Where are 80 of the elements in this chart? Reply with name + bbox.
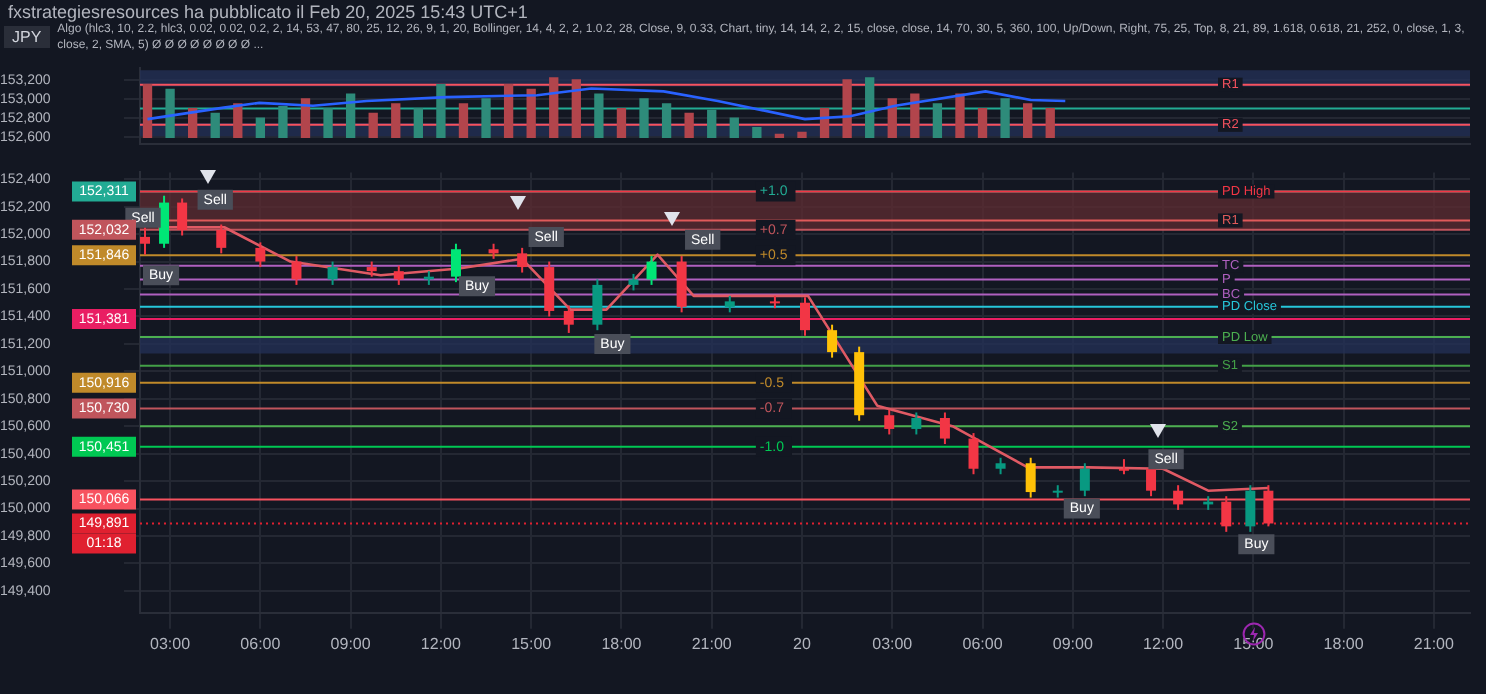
- candlestick: [884, 408, 895, 436]
- candlestick: [800, 296, 810, 337]
- x-tick-label: 09:00: [330, 634, 372, 653]
- bar: [1000, 98, 1010, 138]
- candlestick: [159, 194, 170, 249]
- bar: [300, 98, 311, 138]
- candlestick: [563, 304, 574, 334]
- bar: [865, 77, 875, 138]
- bar: [797, 131, 807, 138]
- x-tick-label: 06:00: [240, 634, 282, 653]
- bar: [481, 98, 491, 138]
- candlestick: [327, 260, 338, 286]
- bar: [684, 112, 694, 138]
- candlestick: [968, 432, 979, 476]
- x-tick-label: 12:00: [420, 634, 463, 653]
- x-tick-label: 15:00: [511, 634, 553, 653]
- bar: [278, 106, 288, 138]
- bar: [729, 117, 739, 138]
- x-tick-label: 21:00: [691, 634, 733, 653]
- x-tick-label: 03:00: [872, 634, 914, 653]
- candlestick: [676, 255, 687, 314]
- candlestick: [1245, 484, 1256, 533]
- candlestick: [544, 260, 555, 318]
- x-tick-label: 18:00: [1323, 634, 1365, 653]
- bar: [910, 93, 920, 138]
- x-tick-label: 06:00: [962, 634, 1004, 653]
- bar: [594, 93, 604, 138]
- bar: [616, 107, 627, 138]
- candlestick: [827, 323, 838, 359]
- candlestick: [393, 264, 404, 286]
- bar: [233, 103, 243, 138]
- bar: [368, 112, 378, 138]
- candlestick: [1263, 484, 1274, 528]
- bar: [210, 112, 220, 138]
- candlestick: [177, 197, 188, 237]
- candlestick: [450, 242, 461, 284]
- bar: [707, 109, 717, 138]
- candlestick: [1173, 484, 1184, 511]
- bar: [436, 84, 446, 138]
- candlestick: [517, 246, 528, 274]
- bar: [661, 103, 672, 138]
- x-tick-label: 20: [793, 634, 812, 653]
- candlestick: [1079, 462, 1090, 498]
- bar: [842, 79, 852, 138]
- bar: [887, 98, 897, 138]
- candlestick: [592, 278, 603, 332]
- bar: [458, 103, 469, 138]
- bar: [1045, 107, 1055, 138]
- bar: [413, 107, 423, 138]
- candlestick: [646, 255, 657, 286]
- candlestick: [291, 255, 302, 286]
- bar: [503, 84, 514, 138]
- text: JPY: [4, 26, 50, 48]
- bar: [549, 77, 559, 138]
- bar: [323, 107, 333, 138]
- bar: [571, 79, 581, 138]
- bar: [165, 88, 175, 138]
- candlestick: [1025, 456, 1036, 499]
- x-tick-label: 21:00: [1413, 634, 1455, 653]
- bar: [345, 93, 356, 138]
- bar: [977, 107, 988, 138]
- bar: [932, 103, 943, 138]
- bar: [526, 88, 536, 138]
- bar: [752, 127, 762, 138]
- bar: [1023, 103, 1033, 138]
- x-tick-label: 09:00: [1052, 634, 1094, 653]
- candlestick: [911, 411, 922, 436]
- bar: [255, 117, 266, 138]
- candlestick: [939, 411, 950, 446]
- x-tick-label: 03:00: [150, 634, 192, 653]
- x-tick-label: 18:00: [601, 634, 643, 653]
- chart-title: fxstrategiesresources ha pubblicato il Feb 20, 2025 15:43 UTC+1: [6, 0, 530, 23]
- x-tick-label: 12:00: [1143, 634, 1185, 653]
- bar: [391, 103, 401, 138]
- candlestick: [255, 241, 266, 269]
- bar: [955, 93, 965, 138]
- bar: [142, 84, 153, 138]
- candlestick: [216, 223, 227, 255]
- bar: [639, 98, 649, 138]
- candlestick: [1221, 495, 1232, 533]
